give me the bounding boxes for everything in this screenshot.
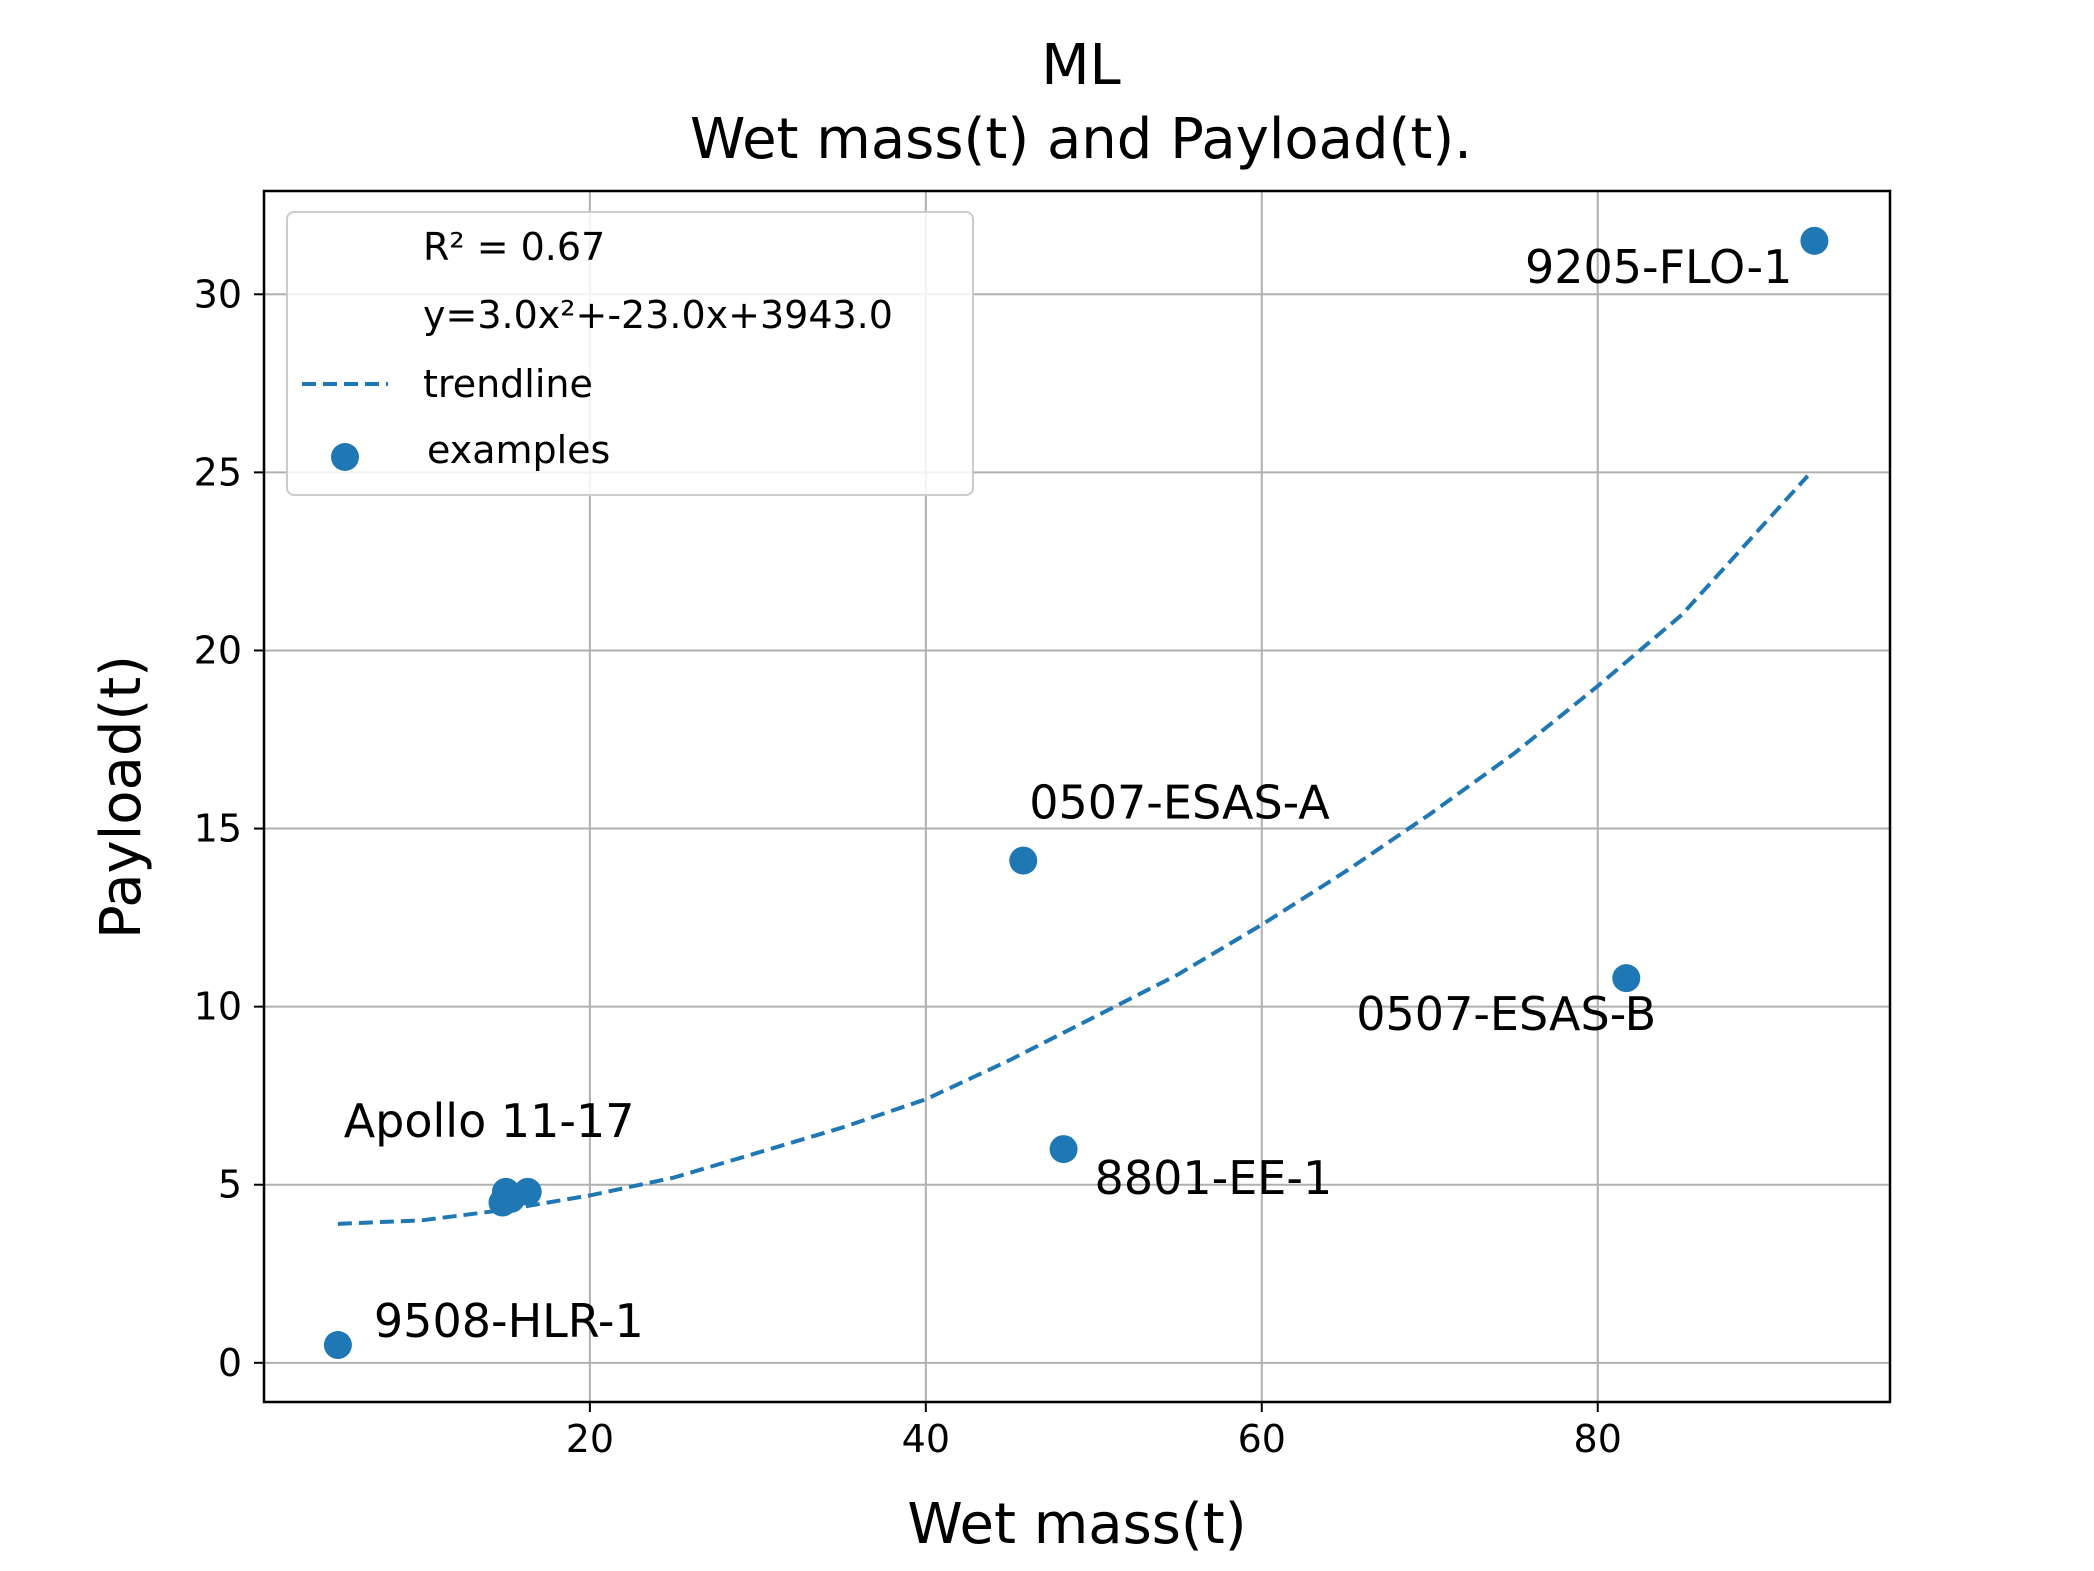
legend-examples-label: examples xyxy=(427,428,610,472)
scatter-points xyxy=(323,226,1829,1360)
legend-box xyxy=(286,211,974,496)
chart-title: ML xyxy=(1041,33,1121,98)
y-tick-label: 0 xyxy=(218,1341,242,1385)
data-point xyxy=(513,1177,542,1206)
data-point xyxy=(323,1331,352,1360)
data-point xyxy=(1612,964,1641,993)
legend-stat-equation: y=3.0x²+-23.0x+3943.0 xyxy=(423,293,893,337)
legend: R² = 0.67 y=3.0x²+-23.0x+3943.0 trendlin… xyxy=(286,211,974,496)
data-point xyxy=(1800,226,1829,255)
point-label: 9205-FLO-1 xyxy=(1525,240,1792,294)
point-label: Apollo 11-17 xyxy=(344,1094,635,1148)
y-tick-label: 5 xyxy=(218,1163,242,1207)
y-axis-label: Payload(t) xyxy=(89,655,154,939)
plot-frame xyxy=(262,189,1892,1404)
legend-trendline-label: trendline xyxy=(423,362,593,406)
x-tick-label: 60 xyxy=(1238,1417,1286,1461)
data-point xyxy=(1009,846,1038,875)
point-label: 0507-ESAS-A xyxy=(1029,776,1330,830)
point-annotations: 9508-HLR-1 Apollo 11-17 0507-ESAS-A 8801-EE… xyxy=(344,240,1793,1348)
y-tick-label: 20 xyxy=(194,628,242,672)
axis-ticks: 20 40 60 80 0 5 10 15 20 25 30 xyxy=(194,272,1622,1461)
y-tick-label: 25 xyxy=(194,450,242,494)
x-tick-label: 80 xyxy=(1574,1417,1622,1461)
legend-examples-swatch xyxy=(331,443,359,471)
chart-subtitle: Wet mass(t) and Payload(t). xyxy=(690,107,1472,172)
x-axis-label: Wet mass(t) xyxy=(907,1492,1246,1557)
point-label: 0507-ESAS-B xyxy=(1356,987,1656,1041)
point-label: 9508-HLR-1 xyxy=(374,1294,644,1348)
x-tick-label: 20 xyxy=(566,1417,614,1461)
y-tick-label: 30 xyxy=(194,272,242,316)
point-label: 8801-EE-1 xyxy=(1095,1151,1333,1205)
y-tick-label: 15 xyxy=(194,807,242,851)
trendline xyxy=(337,474,1810,1226)
x-tick-label: 40 xyxy=(902,1417,950,1461)
trendline-layer xyxy=(337,474,1810,1226)
legend-stat-r2: R² = 0.67 xyxy=(423,225,605,269)
data-point xyxy=(1049,1135,1078,1164)
y-tick-label: 10 xyxy=(194,985,242,1029)
